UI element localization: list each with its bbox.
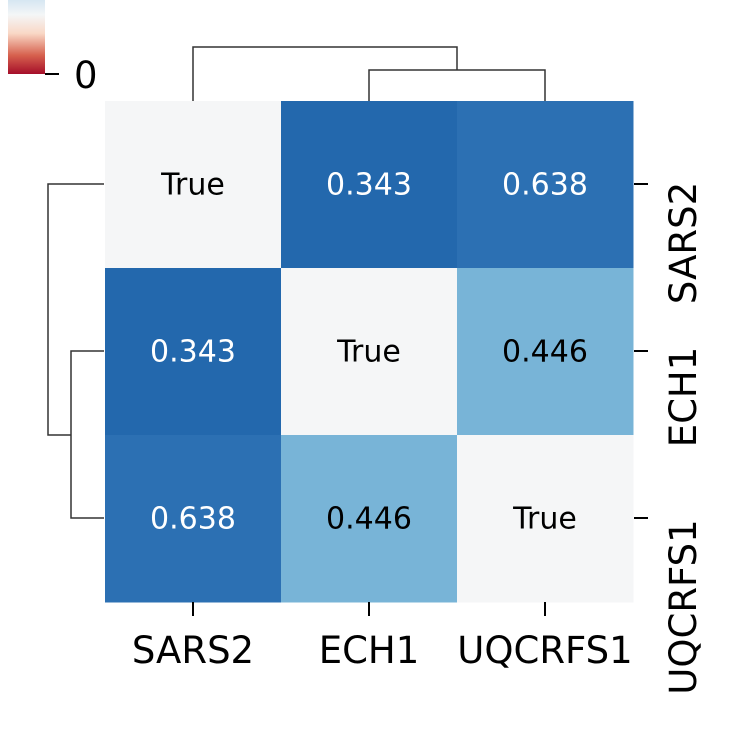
colorbar: 0 [8, 0, 98, 97]
row-dendrogram [47, 183, 104, 519]
heatmap-cell [281, 268, 458, 436]
heatmap-cell [105, 101, 282, 269]
row-dendrogram-link-inner [70, 350, 104, 519]
heatmap-cell-label: True [512, 502, 577, 537]
row-dendrogram-link-outer [47, 183, 104, 436]
y-tick-label: SARS2 [662, 182, 705, 304]
heatmap-cell [105, 268, 282, 436]
heatmap-cell [281, 101, 458, 269]
y-tick-label: UQCRFS1 [662, 519, 705, 694]
x-tick-label: SARS2 [132, 629, 254, 672]
colorbar-gradient [8, 0, 45, 74]
heatmap-cell-label: True [336, 335, 401, 370]
heatmap-cell-label: True [160, 168, 225, 203]
heatmap-cell-label: 0.638 [150, 502, 236, 537]
heatmap-cell [457, 268, 634, 436]
heatmap-cell [457, 435, 634, 603]
heatmap-cell [457, 101, 634, 269]
column-dendrogram [192, 46, 546, 101]
heatmap-cell-label: 0.638 [502, 168, 588, 203]
y-axis: SARS2 ECH1 UQCRFS1 [634, 182, 705, 695]
heatmap-cell-label: 0.343 [150, 335, 236, 370]
heatmap-cell-label: 0.446 [502, 335, 588, 370]
column-dendrogram-link-inner [368, 69, 546, 101]
heatmap-cell [281, 435, 458, 603]
colorbar-tick-label: 0 [74, 54, 98, 97]
x-axis: SARS2 ECH1 UQCRFS1 [132, 602, 633, 672]
column-dendrogram-link-outer [192, 46, 458, 101]
heatmap-cell-label: 0.343 [326, 168, 412, 203]
y-tick-label: ECH1 [662, 347, 705, 448]
heatmap-cell [105, 435, 282, 603]
heatmap-cell-label: 0.446 [326, 502, 412, 537]
x-tick-label: UQCRFS1 [457, 629, 632, 672]
x-tick-label: ECH1 [319, 629, 420, 672]
heatmap-cells: True 0.343 0.638 0.343 True 0.446 0.638 0.446 Tr… [105, 101, 634, 603]
